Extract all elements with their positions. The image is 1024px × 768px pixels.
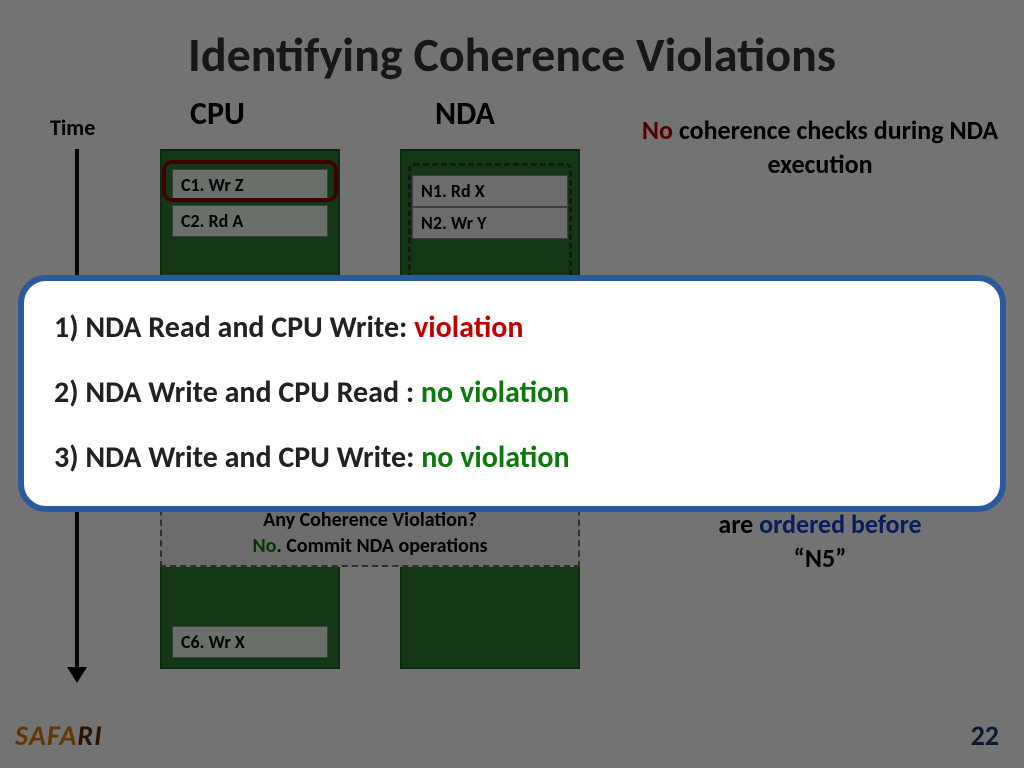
callout-2-text: 2) NDA Write and CPU Read :	[54, 374, 421, 411]
summary-callout: 1) NDA Read and CPU Write: violation 2) …	[18, 275, 1006, 512]
callout-3-text: 3) NDA Write and CPU Write:	[54, 439, 421, 476]
callout-1-text: 1) NDA Read and CPU Write:	[54, 309, 414, 346]
callout-3-result: no violation	[421, 439, 569, 476]
callout-line-1: 1) NDA Read and CPU Write: violation	[54, 309, 970, 346]
callout-2-result: no violation	[421, 374, 569, 411]
callout-line-3: 3) NDA Write and CPU Write: no violation	[54, 439, 970, 476]
callout-line-2: 2) NDA Write and CPU Read : no violation	[54, 374, 970, 411]
callout-1-result: violation	[414, 309, 523, 346]
